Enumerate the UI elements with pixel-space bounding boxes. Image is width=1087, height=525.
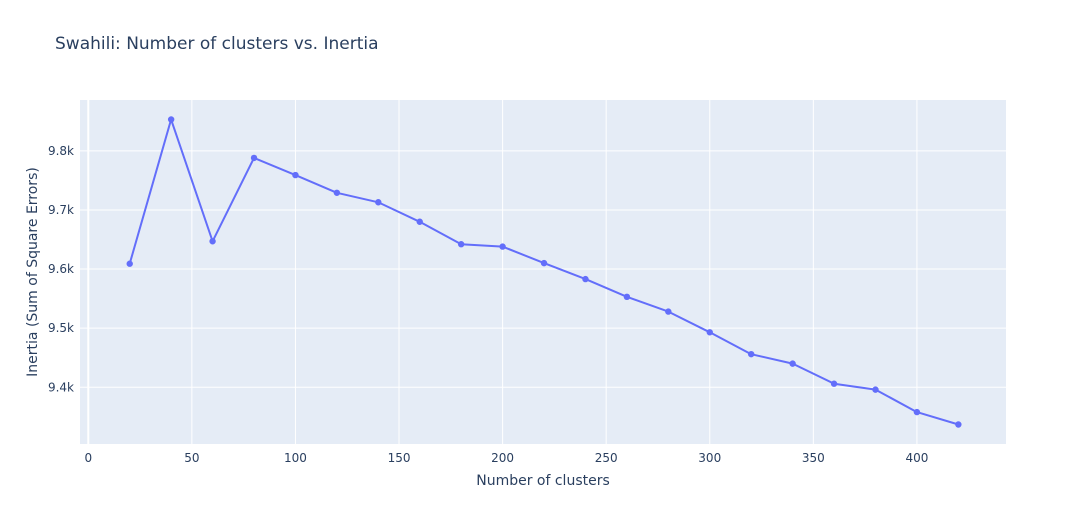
data-point[interactable] — [747, 350, 755, 358]
x-axis-ticks: 0 50 100 150 200 250 300 350 400 — [84, 451, 928, 465]
x-tick-label: 400 — [905, 451, 928, 465]
data-point[interactable] — [126, 260, 133, 267]
data-point[interactable] — [167, 116, 175, 123]
y-gridlines — [80, 150, 1006, 388]
x-tick-label: 250 — [595, 451, 618, 465]
x-tick-label: 150 — [388, 451, 411, 465]
data-point[interactable] — [499, 243, 506, 250]
x-tick-label: 350 — [802, 451, 825, 465]
x-gridlines — [87, 100, 918, 444]
y-tick-label: 9.4k — [48, 380, 74, 394]
data-point[interactable] — [830, 380, 838, 387]
data-point[interactable] — [665, 308, 672, 315]
data-point[interactable] — [540, 259, 548, 267]
series-layer — [126, 116, 962, 428]
plot-area — [80, 100, 1006, 444]
y-axis-ticks: 9.4k 9.5k 9.6k 9.7k 9.8k — [48, 144, 74, 394]
data-point[interactable] — [209, 238, 216, 245]
x-tick-label: 300 — [698, 451, 721, 465]
data-point[interactable] — [416, 218, 423, 225]
x-tick-label: 200 — [491, 451, 514, 465]
data-point[interactable] — [913, 408, 921, 416]
data-point[interactable] — [457, 241, 465, 248]
x-axis-title: Number of clusters — [476, 473, 610, 489]
x-tick-label: 0 — [84, 451, 92, 465]
data-point[interactable] — [872, 386, 879, 393]
data-point[interactable] — [789, 360, 796, 367]
data-point[interactable] — [706, 329, 713, 336]
y-tick-label: 9.7k — [48, 203, 74, 217]
y-axis-title: Inertia (Sum of Square Errors) — [25, 167, 41, 377]
y-tick-label: 9.8k — [48, 144, 74, 158]
data-point[interactable] — [333, 189, 341, 196]
data-point[interactable] — [250, 154, 258, 162]
data-point[interactable] — [292, 171, 299, 179]
data-point[interactable] — [623, 293, 631, 301]
x-tick-label: 50 — [184, 451, 199, 465]
y-tick-label: 9.5k — [48, 321, 74, 335]
data-point[interactable] — [955, 421, 962, 428]
y-tick-label: 9.6k — [48, 262, 74, 276]
chart-title: Swahili: Number of clusters vs. Inertia — [55, 34, 379, 54]
data-point[interactable] — [375, 199, 382, 206]
data-point[interactable] — [582, 275, 589, 283]
x-tick-label: 100 — [284, 451, 307, 465]
